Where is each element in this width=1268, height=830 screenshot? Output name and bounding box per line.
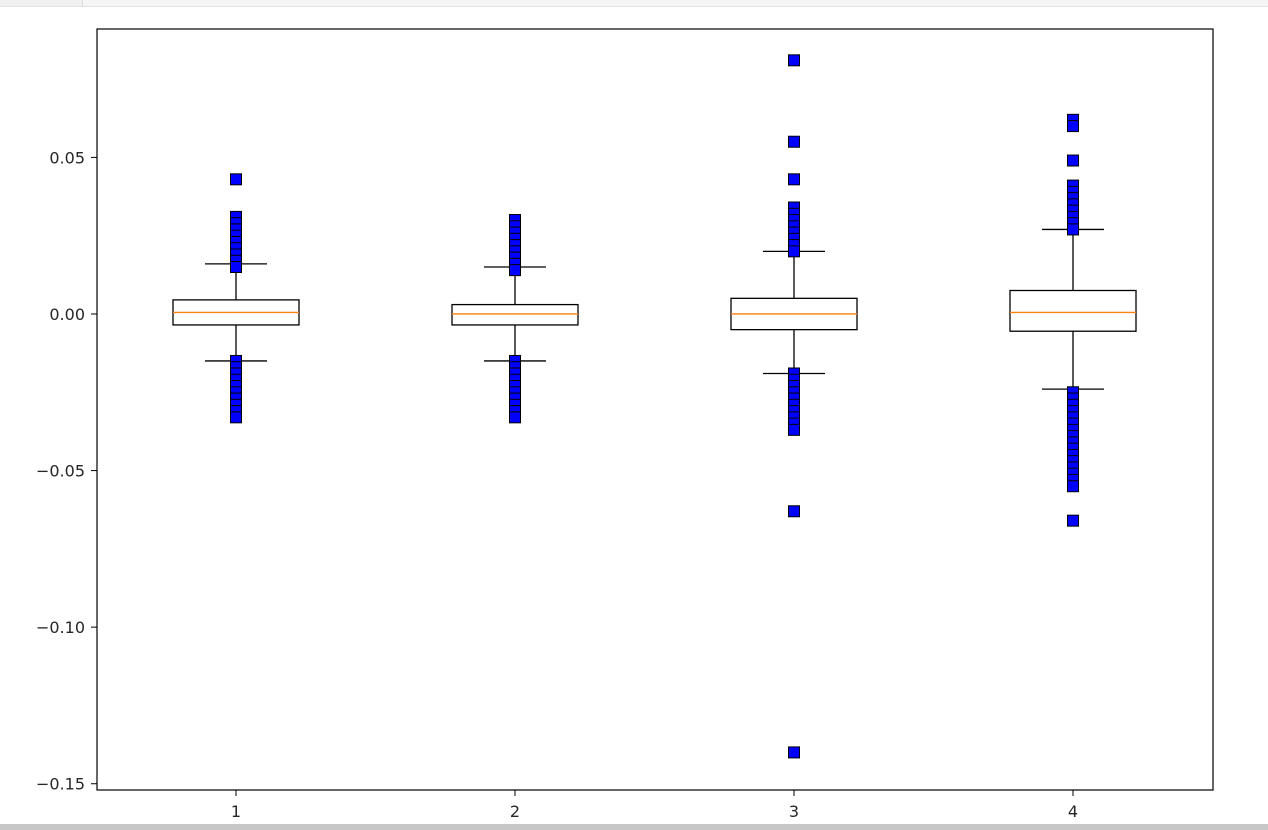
outlier-point — [1067, 223, 1079, 236]
outlier-point — [230, 411, 242, 424]
outlier-point — [1067, 154, 1079, 167]
outlier-point — [509, 264, 521, 277]
window-top-strip — [0, 0, 1268, 7]
outlier-point — [788, 135, 800, 148]
y-tick-label: −0.15 — [36, 775, 85, 794]
x-tick-label: 3 — [789, 802, 799, 821]
y-tick-label: 0.05 — [49, 148, 85, 167]
axes-frame — [96, 28, 1214, 791]
outlier-point — [788, 746, 800, 759]
y-tick-label: −0.10 — [36, 618, 85, 637]
outlier-point — [788, 173, 800, 186]
x-tick-label: 4 — [1068, 802, 1078, 821]
outlier-point — [1067, 120, 1079, 133]
outlier-point — [788, 423, 800, 436]
tab-stub — [0, 0, 83, 6]
y-tick-label: 0.00 — [49, 305, 85, 324]
horizontal-scrollbar[interactable] — [0, 824, 1268, 830]
box-body — [1009, 289, 1137, 332]
outlier-point — [788, 245, 800, 258]
outlier-point — [788, 54, 800, 67]
box-body — [451, 303, 579, 326]
outlier-point — [509, 411, 521, 424]
x-tick-label: 2 — [510, 802, 520, 821]
y-tick-label: −0.05 — [36, 462, 85, 481]
x-tick-label: 1 — [231, 802, 241, 821]
outlier-point — [230, 173, 242, 186]
outlier-point — [1067, 480, 1079, 493]
outlier-point — [230, 261, 242, 274]
outlier-point — [1067, 514, 1079, 527]
outlier-point — [788, 505, 800, 518]
